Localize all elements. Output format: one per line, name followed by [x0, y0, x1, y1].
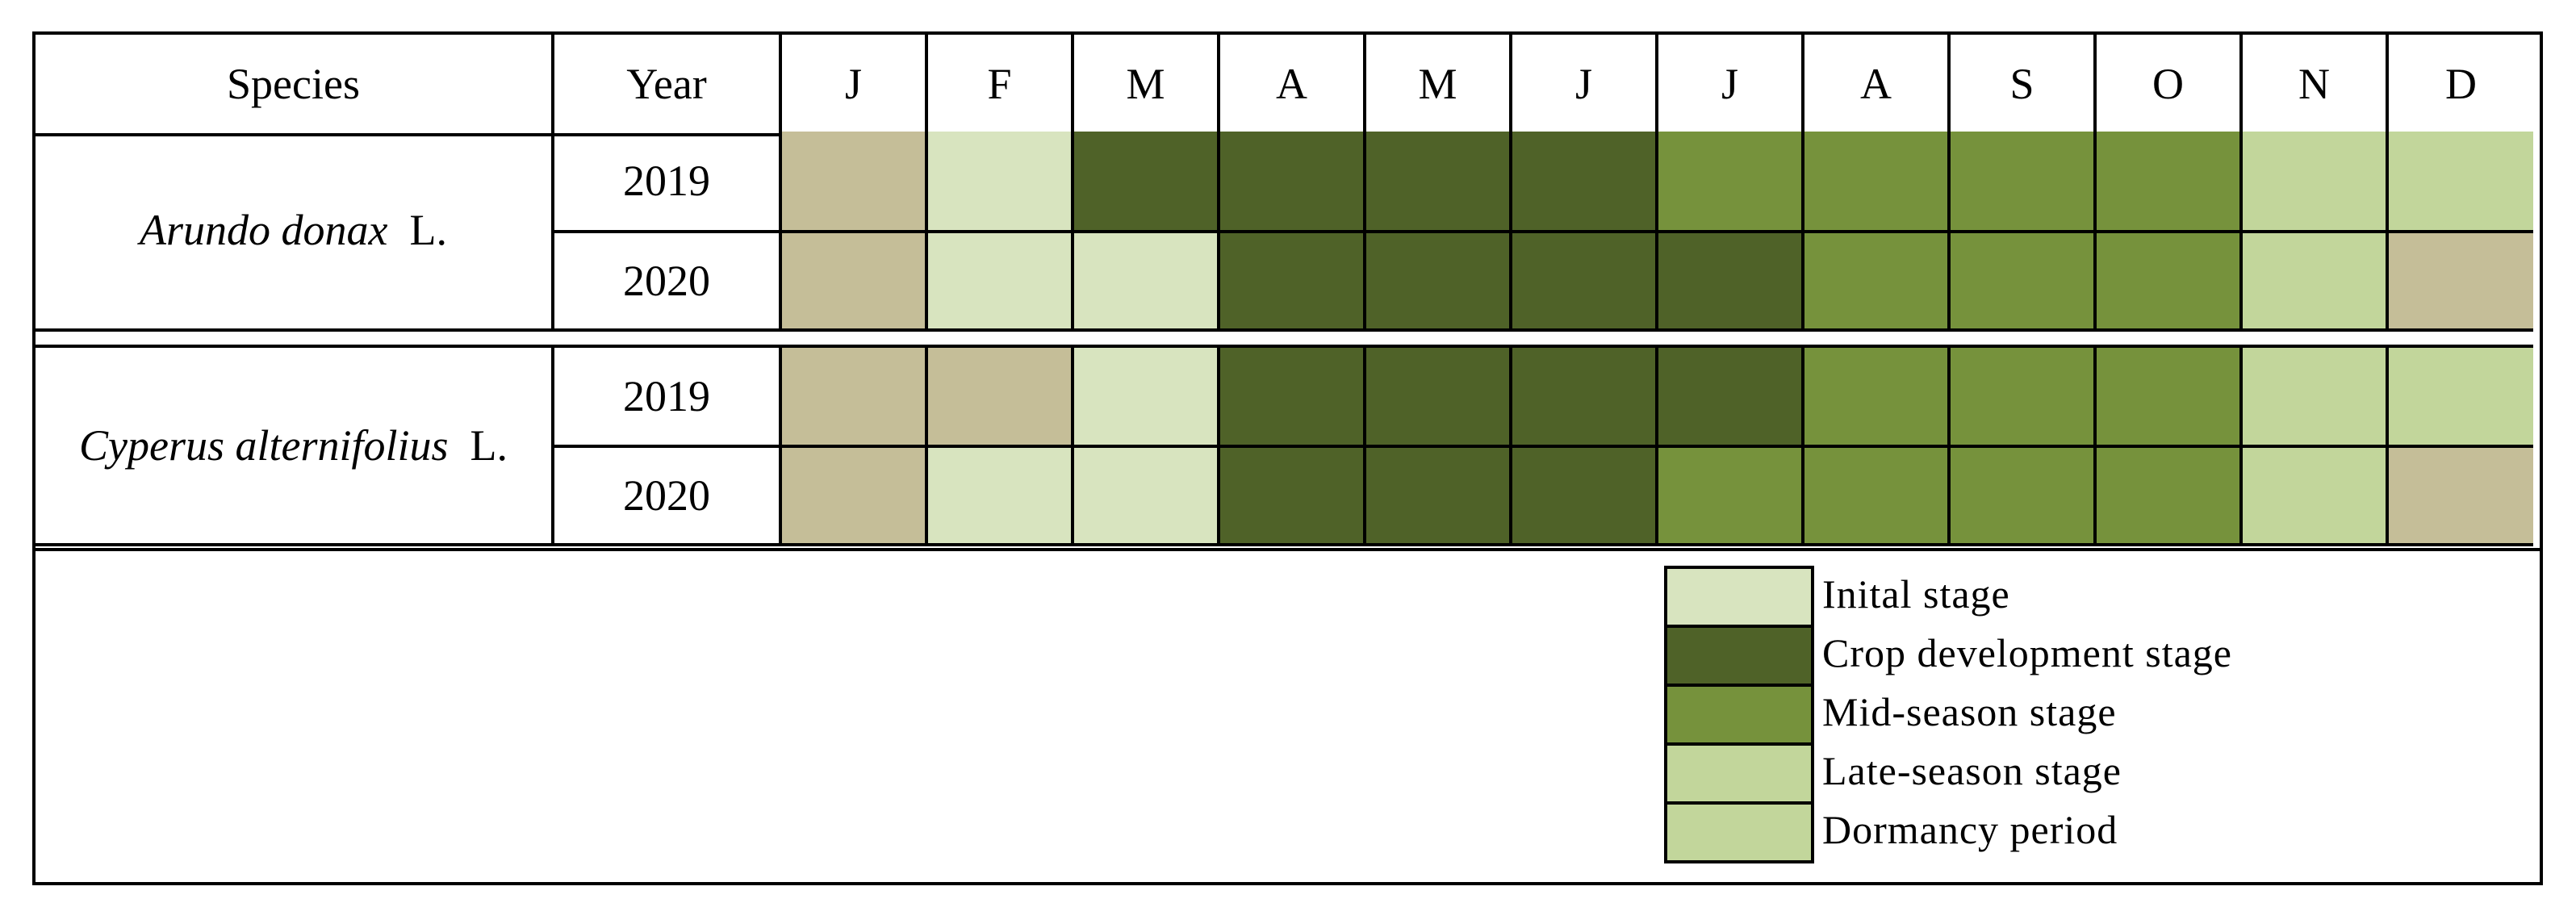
stage-cell [2093, 132, 2243, 233]
month-header: J [1509, 35, 1658, 136]
stage-cell [1655, 345, 1804, 448]
legend-label: Mid-season stage [1822, 689, 2117, 734]
stage-cell [925, 230, 1074, 332]
stage-cell [1655, 132, 1804, 233]
stage-cell [779, 132, 928, 233]
stage-cell [1217, 132, 1366, 233]
stage-cell [1363, 445, 1512, 546]
stage-cell [1801, 230, 1951, 332]
legend-area: Inital stage Crop development stage Mid-se… [36, 548, 2540, 882]
stage-cell [1217, 445, 1366, 546]
species-cell: Cyperus alternifolius L. [36, 345, 554, 546]
legend-swatch [1664, 742, 1814, 805]
stage-cell [1071, 230, 1220, 332]
stage-cell [1801, 132, 1951, 233]
legend-label: Inital stage [1822, 571, 2010, 617]
separator-cell [36, 328, 2533, 348]
group-separator [36, 328, 2533, 348]
stage-cell [1801, 345, 1951, 448]
stage-cell [1509, 445, 1658, 546]
stage-cell [1071, 132, 1220, 233]
stage-cell [1801, 445, 1951, 546]
species-authority: L. [409, 206, 447, 254]
stage-cell [2386, 132, 2533, 233]
stage-cell [925, 445, 1074, 546]
stage-cell [2239, 230, 2389, 332]
year-row: 2020 [36, 445, 2533, 546]
stage-cell [2093, 445, 2243, 546]
year-cell: 2020 [553, 230, 782, 332]
month-header: M [1363, 35, 1512, 136]
species-cell: Arundo donax L. [36, 132, 554, 332]
stage-cell [1655, 445, 1804, 546]
legend-label: Crop development stage [1822, 630, 2232, 675]
month-header: M [1071, 35, 1220, 136]
month-header: A [1217, 35, 1366, 136]
year-row: Arundo donax L. 2019 [36, 132, 2533, 332]
species-rows-table: Arundo donax L. 2019 2020 Cyperus alternifo… [36, 132, 2533, 546]
stage-cell [925, 345, 1074, 448]
legend-label: Late-season stage [1822, 748, 2122, 793]
year-cell: 2019 [551, 345, 782, 448]
stage-cell [1947, 132, 2097, 233]
stage-cell [1947, 345, 2097, 448]
legend-swatch [1664, 684, 1814, 746]
month-header: F [925, 35, 1074, 136]
stage-cell [2239, 132, 2389, 233]
stage-cell [2386, 345, 2533, 448]
month-header: J [1655, 35, 1804, 136]
species-name: Arundo donax [140, 206, 388, 254]
month-header: A [1801, 35, 1951, 136]
stage-cell [1071, 345, 1220, 448]
species-header: Species [36, 35, 554, 136]
stage-cell [2239, 345, 2389, 448]
stage-cell [1071, 445, 1220, 546]
stage-cell [1363, 230, 1512, 332]
year-cell: 2019 [551, 132, 782, 233]
legend-swatch [1664, 801, 1814, 863]
stage-cell [1947, 445, 2097, 546]
year-row: Cyperus alternifolius L. 2019 [36, 345, 2533, 546]
stage-cell [1217, 345, 1366, 448]
stage-cell [1509, 132, 1658, 233]
stage-cell [1363, 345, 1512, 448]
legend-swatch [1664, 566, 1814, 628]
stage-cell [925, 132, 1074, 233]
year-row: 2020 [36, 230, 2533, 332]
stage-cell [2386, 230, 2533, 332]
stage-cell [2386, 445, 2533, 546]
month-header: N [2239, 35, 2389, 136]
legend-label: Dormancy period [1822, 807, 2118, 852]
stage-cell [1655, 230, 1804, 332]
month-header: S [1947, 35, 2097, 136]
year-header: Year [551, 35, 782, 136]
stage-cell [2093, 345, 2243, 448]
stage-cell [1947, 230, 2097, 332]
species-name: Cyperus alternifolius [79, 421, 449, 470]
stage-cell [1509, 230, 1658, 332]
stage-cell [779, 345, 928, 448]
stage-cell [1363, 132, 1512, 233]
year-cell: 2020 [553, 445, 782, 546]
month-header: J [779, 35, 928, 136]
species-authority: L. [470, 421, 508, 470]
month-header: D [2386, 35, 2533, 136]
legend-swatch [1664, 625, 1814, 687]
stage-cell [1217, 230, 1366, 332]
stage-cell [1509, 345, 1658, 448]
stage-cell [779, 230, 928, 332]
stage-cell [2093, 230, 2243, 332]
stage-cell [779, 445, 928, 546]
stage-cell [2239, 445, 2389, 546]
month-header: O [2093, 35, 2243, 136]
